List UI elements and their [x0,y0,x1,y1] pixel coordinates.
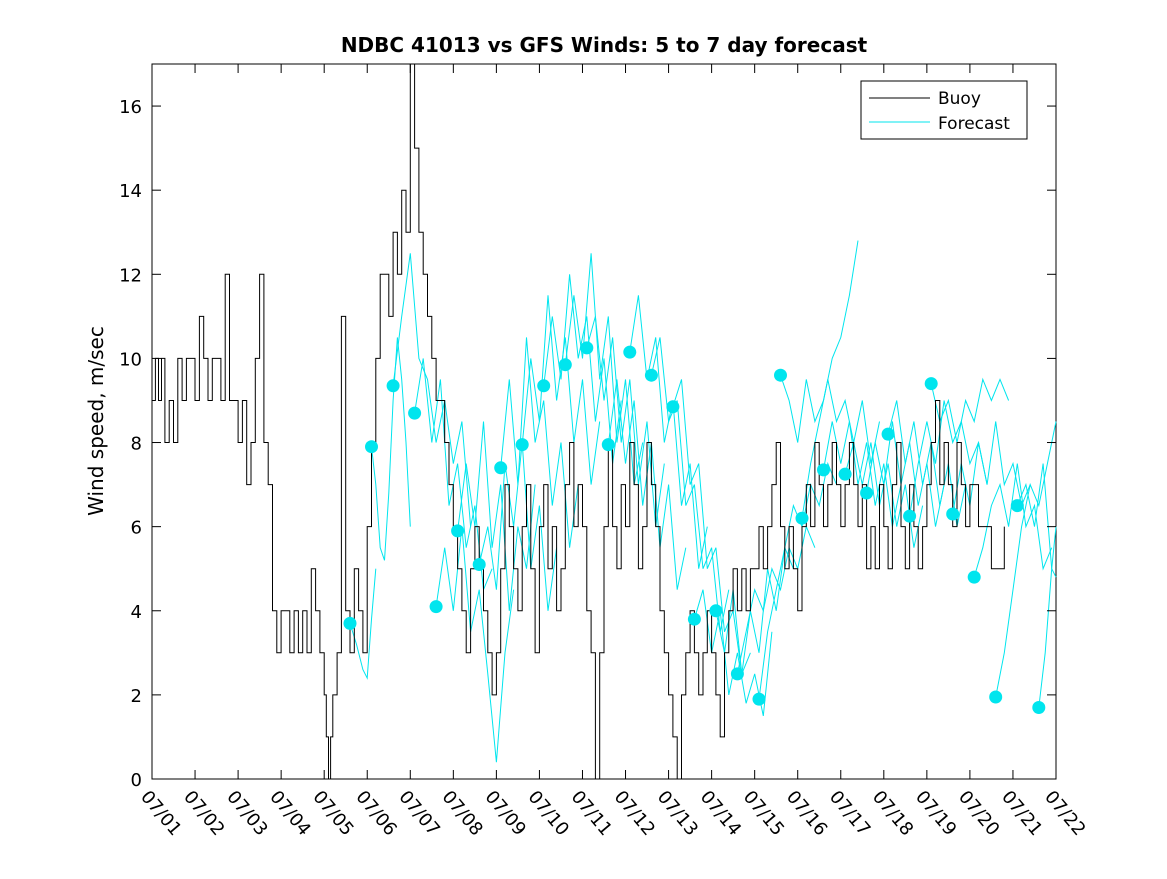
forecast-point [709,604,723,618]
forecast-line [672,379,751,676]
forecast-point [795,511,809,525]
y-axis-label: Wind speed, m/sec [84,326,108,516]
x-tick-label: 07/08 [438,787,487,840]
x-tick-label: 07/10 [524,787,573,840]
forecast-line [543,274,622,464]
forecast-point [429,600,443,614]
buoy-line [152,63,1005,780]
y-tick-label: 6 [131,518,142,539]
forecast-point [666,400,680,414]
forecast-point [860,486,874,500]
x-tick-label: 07/01 [136,787,185,840]
forecast-line [371,337,411,561]
forecast-point [903,509,917,523]
x-tick-label: 07/07 [394,787,443,840]
x-tick-label: 07/06 [351,787,400,840]
x-tick-label: 07/11 [567,787,616,840]
forecast-point [558,358,572,372]
forecast-point [601,438,615,452]
forecast-point [774,368,787,382]
y-tick-label: 4 [131,602,142,623]
forecast-point [838,467,852,481]
forecast-point [1032,701,1046,714]
x-tick-label: 07/09 [481,787,530,840]
forecast-line [1016,463,1057,578]
x-tick-label: 07/05 [308,787,357,840]
x-tick-label: 07/15 [739,787,788,840]
forecast-point [365,440,378,454]
forecast-point [817,463,830,477]
forecast-point [623,345,637,359]
forecast-line [909,400,988,517]
forecast-line [995,421,1057,698]
forecast-point [472,558,486,571]
x-tick-label: 07/16 [782,787,831,840]
legend-box [860,80,1028,140]
forecast-point [386,379,400,393]
forecast-point [644,368,658,382]
axes-frame [151,63,1057,780]
forecast-line [349,568,377,680]
x-tick-label: 07/03 [222,787,271,840]
x-tick-label: 07/17 [825,787,874,840]
plot-area [152,63,1057,780]
x-tick-label: 07/13 [653,787,702,840]
forecast-point [967,570,981,584]
forecast-point [989,690,1003,704]
forecast-point [343,616,357,630]
forecast-point [515,438,529,452]
x-tick-label: 07/21 [997,787,1046,840]
forecast-point [580,341,594,355]
x-tick-label: 07/12 [610,787,659,840]
legend: Buoy Forecast [860,80,1028,140]
x-tick-label: 07/02 [179,787,228,840]
y-tick-label: 16 [119,97,142,118]
forecast-point [537,379,551,393]
forecast-point [730,667,744,681]
forecast-point [881,427,895,441]
y-tick-label: 14 [119,181,142,202]
x-tick-label: 07/14 [696,787,745,840]
x-tick-label: 07/18 [868,787,917,840]
forecast-point [1010,499,1024,513]
forecast-point [752,692,766,706]
forecast-point [451,524,465,538]
y-tick-label: 10 [119,349,142,370]
forecast-line [930,377,1010,443]
axes-box [151,63,1057,780]
forecast-point [924,377,938,391]
forecast-line [650,337,730,632]
x-tick-label: 07/04 [265,787,314,840]
forecast-point [946,507,960,521]
chart-title: NDBC 41013 vs GFS Winds: 5 to 7 day fore… [341,33,868,57]
forecast-line [435,526,515,763]
forecast-point [494,461,508,475]
forecast-point [408,406,422,420]
x-tick-label: 07/22 [1040,787,1089,840]
y-tick-label: 12 [119,265,142,286]
forecast-line [780,240,859,443]
legend-label-forecast: Forecast [938,114,1010,134]
legend-label-buoy: Buoy [938,89,981,109]
y-tick-label: 0 [131,770,142,791]
forecast-line [392,253,472,527]
y-tick-label: 2 [131,686,142,707]
x-tick-label: 07/20 [954,787,1003,840]
x-tick-label: 07/19 [911,787,960,840]
y-tick-label: 8 [131,434,142,455]
forecast-point [687,612,701,626]
